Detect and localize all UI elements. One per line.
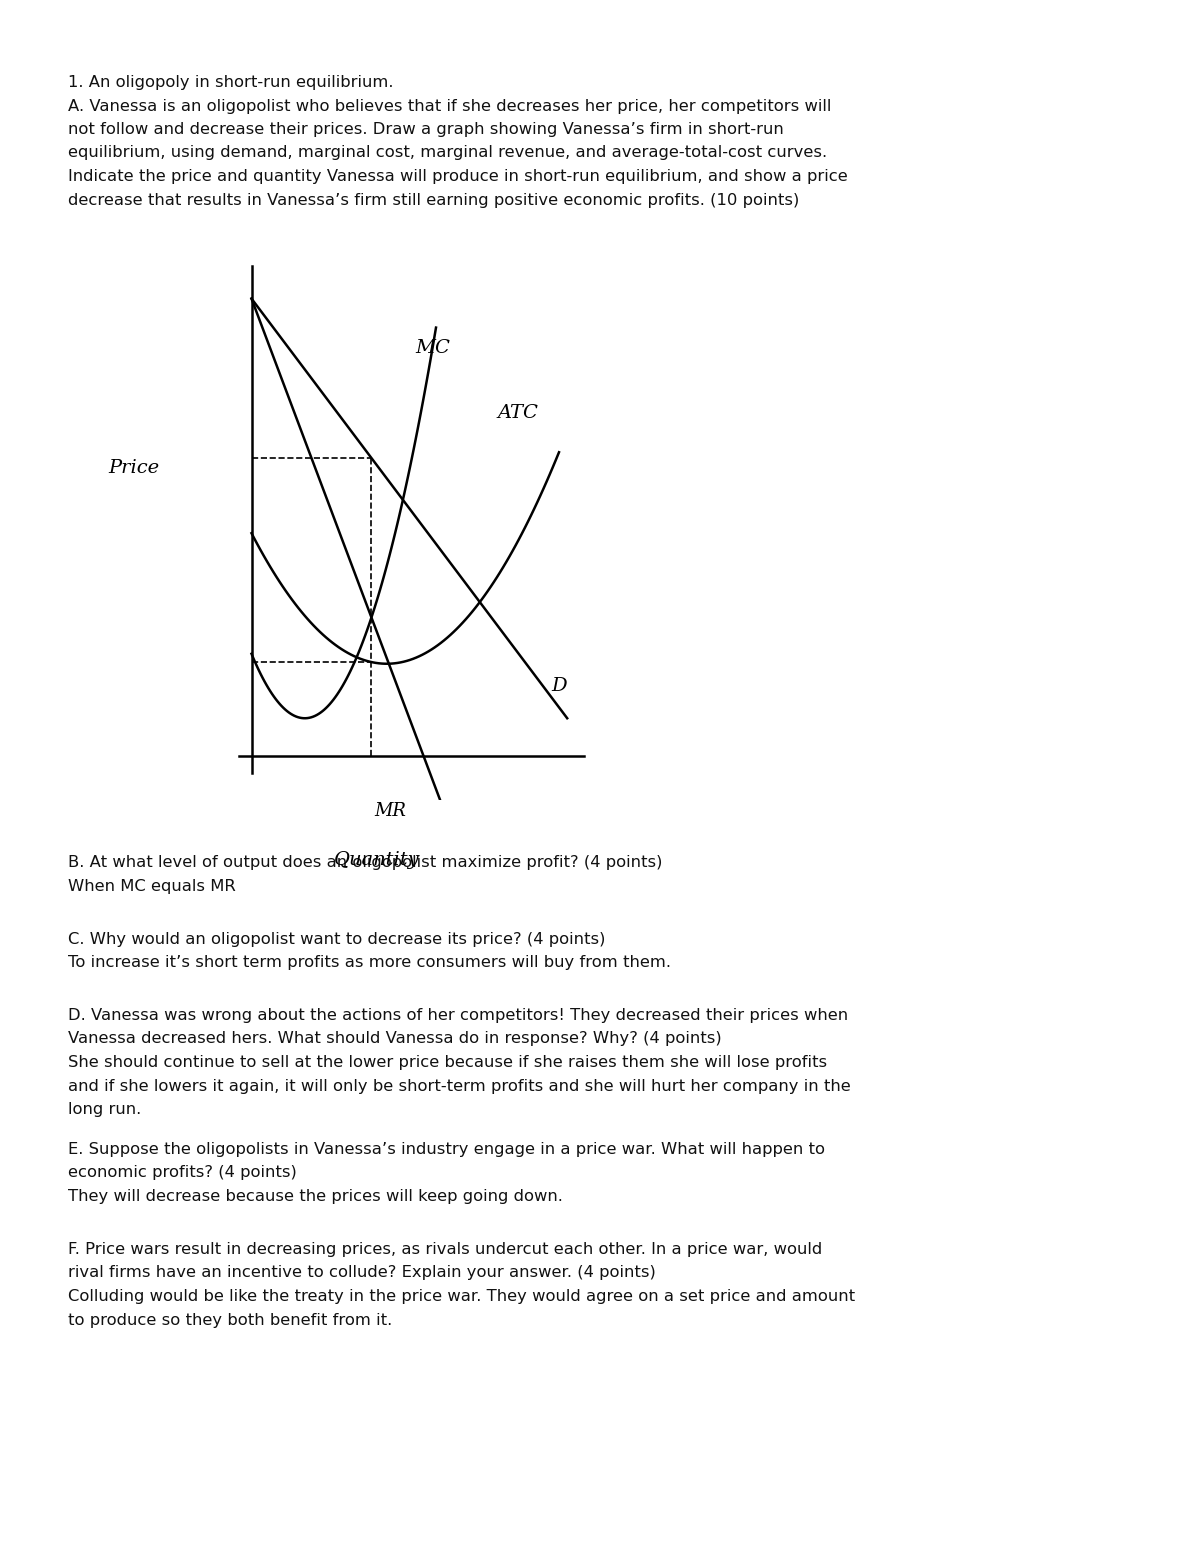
Text: To increase it’s short term profits as more consumers will buy from them.: To increase it’s short term profits as m… <box>68 955 671 971</box>
Text: Indicate the price and quantity Vanessa will produce in short-run equilibrium, a: Indicate the price and quantity Vanessa … <box>68 169 847 183</box>
Text: decrease that results in Vanessa’s firm still earning positive economic profits.: decrease that results in Vanessa’s firm … <box>68 193 799 208</box>
Text: A. Vanessa is an oligopolist who believes that if she decreases her price, her c: A. Vanessa is an oligopolist who believe… <box>68 98 832 113</box>
Text: 1. An oligopoly in short-run equilibrium.: 1. An oligopoly in short-run equilibrium… <box>68 75 394 90</box>
Text: Colluding would be like the treaty in the price war. They would agree on a set p: Colluding would be like the treaty in th… <box>68 1289 856 1305</box>
Text: D. Vanessa was wrong about the actions of her competitors! They decreased their : D. Vanessa was wrong about the actions o… <box>68 1008 848 1023</box>
Text: Price: Price <box>108 460 160 477</box>
Text: E. Suppose the oligopolists in Vanessa’s industry engage in a price war. What wi: E. Suppose the oligopolists in Vanessa’s… <box>68 1141 826 1157</box>
Text: C. Why would an oligopolist want to decrease its price? (4 points): C. Why would an oligopolist want to decr… <box>68 932 606 947</box>
Text: MR: MR <box>374 803 407 820</box>
Text: equilibrium, using demand, marginal cost, marginal revenue, and average-total-co: equilibrium, using demand, marginal cost… <box>68 146 827 160</box>
Text: rival firms have an incentive to collude? Explain your answer. (4 points): rival firms have an incentive to collude… <box>68 1266 656 1281</box>
Text: and if she lowers it again, it will only be short-term profits and she will hurt: and if she lowers it again, it will only… <box>68 1078 851 1093</box>
Text: economic profits? (4 points): economic profits? (4 points) <box>68 1165 296 1180</box>
Text: When MC equals MR: When MC equals MR <box>68 879 236 893</box>
Text: ATC: ATC <box>498 404 539 422</box>
Text: They will decrease because the prices will keep going down.: They will decrease because the prices wi… <box>68 1190 563 1204</box>
Text: F. Price wars result in decreasing prices, as rivals undercut each other. In a p: F. Price wars result in decreasing price… <box>68 1242 822 1256</box>
Text: not follow and decrease their prices. Draw a graph showing Vanessa’s firm in sho: not follow and decrease their prices. Dr… <box>68 123 784 137</box>
Text: Quantity: Quantity <box>334 851 419 870</box>
Text: D: D <box>551 677 566 696</box>
Text: Vanessa decreased hers. What should Vanessa do in response? Why? (4 points): Vanessa decreased hers. What should Vane… <box>68 1031 721 1047</box>
Text: MC: MC <box>415 339 450 357</box>
Text: She should continue to sell at the lower price because if she raises them she wi: She should continue to sell at the lower… <box>68 1054 827 1070</box>
Text: to produce so they both benefit from it.: to produce so they both benefit from it. <box>68 1312 392 1328</box>
Text: long run.: long run. <box>68 1103 142 1117</box>
Text: B. At what level of output does an oligopolist maximize profit? (4 points): B. At what level of output does an oligo… <box>68 856 662 870</box>
